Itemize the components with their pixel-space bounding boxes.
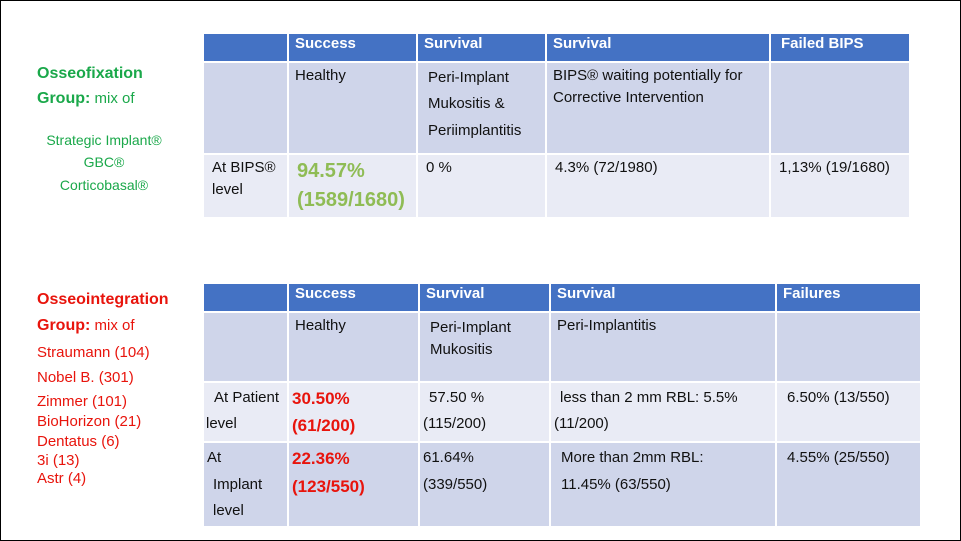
item-astr: Astr (4) [37,469,87,487]
table-row: At Patient level 30.50% (61/200) 57.50 %… [202,380,922,444]
cell-empty-2 [769,61,911,155]
survival-fraction: (339/550) [423,475,488,493]
cell-empty [202,61,289,155]
table-row: At Implant level 22.36% (123/550) 61.64%… [202,441,922,529]
table-row: Healthy Peri-Implant Mukositis Peri-Impl… [202,311,922,383]
header-survival: Survival [418,282,551,313]
cell-survival-value-2: 4.3% (72/1980) [545,153,771,219]
rbl-fraction: (11/200) [554,415,609,433]
cell-peri-implantitis: Peri-Implantitis [549,311,777,383]
cell-mukositis: Peri-Implant Mukositis [418,311,551,383]
header-cell [202,32,289,63]
rbl-more-than-2mm: More than 2mm RBL: [561,449,704,467]
item-zimmer: Zimmer (101) [37,393,128,410]
header-survival-2: Survival [545,32,771,63]
osseofixation-group: Group: mix of [37,87,197,112]
cell-at-bips-level: At BIPS® level [202,153,289,219]
table-header-row: Success Survival Survival Failed BIPS [202,32,911,63]
cell-survival-value-2: More than 2mm RBL: 11.45% (63/550) [549,441,777,529]
group-bold: Group: [37,316,91,334]
label-level: level [213,501,244,519]
cell-mukositis: Peri-Implant Mukositis & Periimplantitis [416,61,547,155]
table-header-row: Success Survival Survival Failures [202,282,922,313]
success-fraction: (1589/1680) [297,189,405,211]
cell-survival-value: 61.64% (339/550) [418,441,551,529]
osseointegration-title: Osseointegration [37,291,169,308]
header-failed-bips: Failed BIPS [769,32,911,63]
osseointegration-table: Success Survival Survival Failures Healt… [202,282,922,529]
survival-percent: 61.64% [423,449,474,467]
cell-empty [202,311,289,383]
item-biohorizon: BioHorizon (21) [37,412,142,430]
item-3i: 3i (13) [37,451,80,469]
success-percent: 22.36% [292,449,350,469]
osseofixation-table: Success Survival Survival Failed BIPS He… [202,32,911,219]
label-at-patient: At Patient [214,389,280,406]
cell-healthy: Healthy [287,311,420,383]
cell-success-value: 22.36% (123/550) [287,441,420,529]
cell-survival-value-2: less than 2 mm RBL: 5.5% (11/200) [549,380,777,444]
survival-percent: 57.50 % [429,389,485,406]
cell-bips-waiting: BIPS® waiting potentially for Corrective… [545,61,771,155]
cell-at-patient-level: At Patient level [202,380,289,444]
item-dentatus: Dentatus (6) [37,433,120,450]
cell-failed-value: 1,13% (19/1680) [769,153,911,219]
osseointegration-label: Osseointegration Group: mix of [37,287,207,338]
osseointegration-items: Straumann (104) Nobel B. (301) Zimmer (1… [37,342,207,488]
item-gbc: GBC® [83,154,125,171]
header-success: Success [287,32,418,63]
header-survival-2: Survival [549,282,777,313]
group-bold: Group: [37,89,91,107]
header-success: Success [287,282,420,313]
cell-empty-2 [775,311,922,383]
header-cell [202,282,289,313]
cell-success-value: 94.57% (1589/1680) [287,153,418,219]
cell-healthy: Healthy [287,61,418,155]
cell-failures-value: 4.55% (25/550) [775,441,922,529]
cell-at-implant-level: At Implant level [202,441,289,529]
cell-failures-value: 6.50% (13/550) [775,380,922,444]
item-straumann: Straumann (104) [37,344,150,361]
group-rest: mix of [90,316,135,334]
rbl-fraction: 11.45% (63/550) [561,475,671,493]
item-corticobasal: Corticobasal® [59,176,149,193]
table-row: At BIPS® level 94.57% (1589/1680) 0 % 4.… [202,153,911,219]
osseofixation-label: Osseofixation Group: mix of [37,62,197,112]
header-failures: Failures [775,282,922,313]
osseofixation-items: Strategic Implant® GBC® Corticobasal® [29,129,179,196]
cell-success-value: 30.50% (61/200) [287,380,420,444]
survival-fraction: (115/200) [423,415,487,433]
label-at: At [207,449,222,467]
item-nobel: Nobel B. (301) [37,368,134,386]
item-strategic-implant: Strategic Implant® [46,132,162,148]
table-row: Healthy Peri-Implant Mukositis & Periimp… [202,61,911,155]
rbl-less-than-2mm: less than 2 mm RBL: 5.5% [560,389,738,406]
cell-survival-value: 0 % [416,153,547,219]
success-fraction: (123/550) [292,476,365,496]
osseointegration-group: Group: mix of [37,313,207,339]
success-fraction: (61/200) [292,416,356,436]
label-implant: Implant [213,475,263,493]
header-survival: Survival [416,32,547,63]
label-level: level [206,415,237,433]
group-rest: mix of [90,89,135,107]
osseofixation-title: Osseofixation [37,65,143,82]
cell-survival-value: 57.50 % (115/200) [418,380,551,444]
success-percent: 94.57% [297,160,365,182]
success-percent: 30.50% [292,389,350,408]
